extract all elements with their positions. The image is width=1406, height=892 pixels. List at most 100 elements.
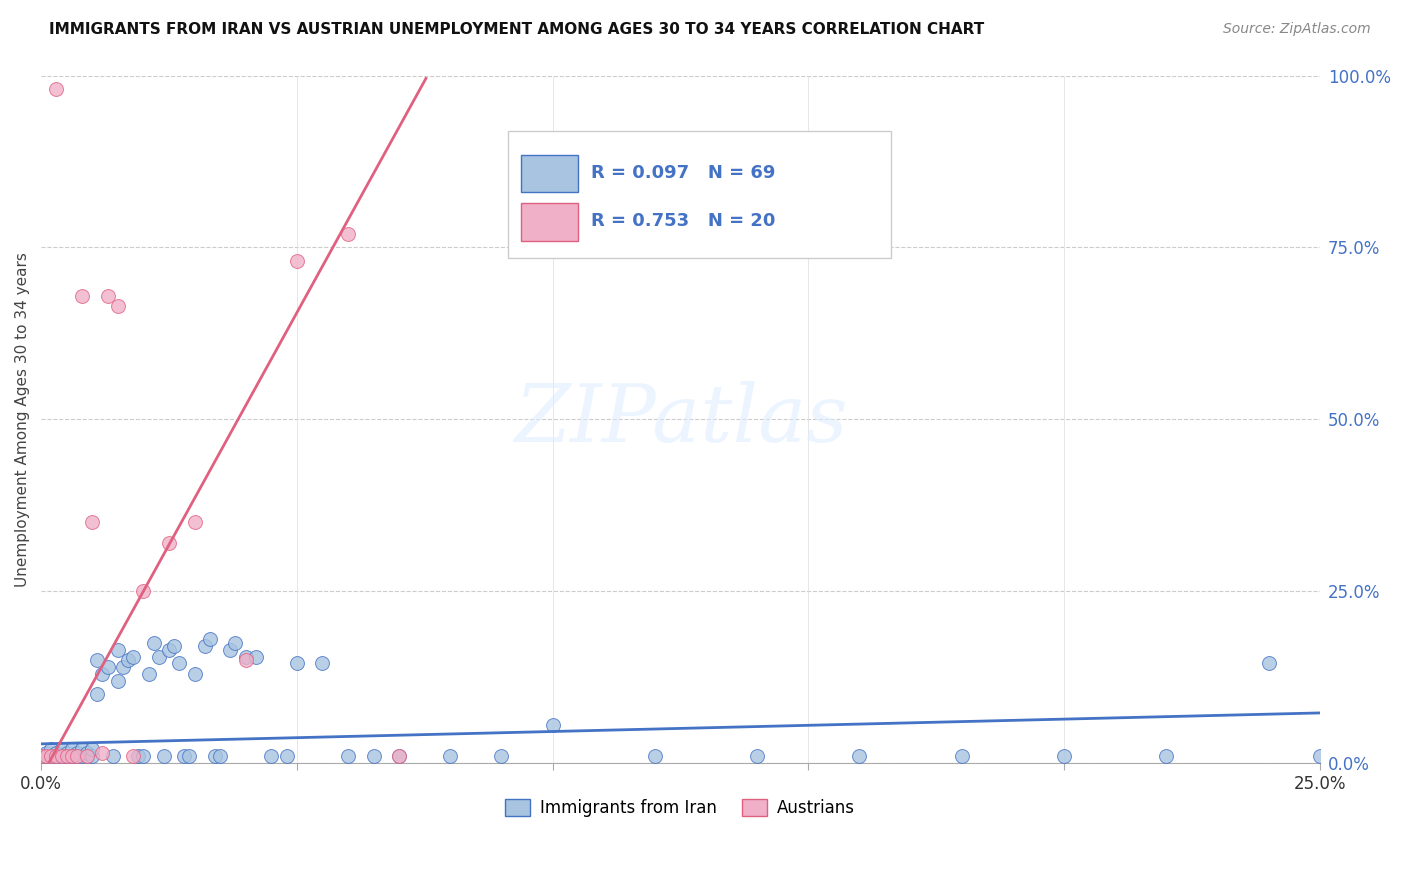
Point xyxy=(194,639,217,653)
Text: R = 0.097   N = 69: R = 0.097 N = 69 xyxy=(591,164,775,182)
Point xyxy=(153,749,176,764)
Point xyxy=(173,749,195,764)
Point xyxy=(91,666,114,681)
Point xyxy=(111,660,134,674)
FancyBboxPatch shape xyxy=(520,154,578,193)
Point xyxy=(51,749,73,764)
Point xyxy=(122,649,145,664)
Text: ZIPatlas: ZIPatlas xyxy=(513,381,848,458)
Point xyxy=(276,749,298,764)
Point xyxy=(30,749,52,764)
Point xyxy=(97,288,120,302)
Point xyxy=(45,82,67,96)
Point xyxy=(148,649,170,664)
Point xyxy=(60,742,83,756)
Point xyxy=(235,649,257,664)
Point xyxy=(60,749,83,764)
Point xyxy=(285,254,308,268)
Point xyxy=(950,749,973,764)
Point xyxy=(336,227,359,241)
Point xyxy=(167,657,190,671)
Point xyxy=(76,749,98,764)
Point xyxy=(204,749,226,764)
Point xyxy=(491,749,513,764)
Point xyxy=(41,749,63,764)
Point xyxy=(45,749,67,764)
Point xyxy=(35,749,58,764)
Point xyxy=(76,746,98,760)
Point xyxy=(60,749,83,764)
Text: IMMIGRANTS FROM IRAN VS AUSTRIAN UNEMPLOYMENT AMONG AGES 30 TO 34 YEARS CORRELAT: IMMIGRANTS FROM IRAN VS AUSTRIAN UNEMPLO… xyxy=(49,22,984,37)
Point xyxy=(97,660,120,674)
Point xyxy=(285,657,308,671)
Text: R = 0.753   N = 20: R = 0.753 N = 20 xyxy=(591,212,775,230)
Point xyxy=(132,749,155,764)
Point xyxy=(1154,749,1177,764)
Point xyxy=(157,642,180,657)
Point xyxy=(117,653,139,667)
Point xyxy=(82,742,104,756)
FancyBboxPatch shape xyxy=(508,130,891,258)
Y-axis label: Unemployment Among Ages 30 to 34 years: Unemployment Among Ages 30 to 34 years xyxy=(15,252,30,587)
Point xyxy=(163,639,186,653)
Point xyxy=(66,749,89,764)
Point xyxy=(183,516,205,530)
Point xyxy=(198,632,221,647)
Point xyxy=(127,749,149,764)
Point xyxy=(70,749,93,764)
Point xyxy=(51,742,73,756)
Point xyxy=(41,742,63,756)
Point xyxy=(132,584,155,599)
Point xyxy=(107,673,129,688)
Point xyxy=(363,749,385,764)
Point xyxy=(51,749,73,764)
Point xyxy=(45,749,67,764)
Point xyxy=(86,687,108,701)
Point xyxy=(388,749,411,764)
Point xyxy=(311,657,333,671)
Point xyxy=(138,666,160,681)
Point xyxy=(336,749,359,764)
Point xyxy=(388,749,411,764)
Point xyxy=(82,516,104,530)
Point xyxy=(70,288,93,302)
Point xyxy=(209,749,232,764)
Point xyxy=(30,749,52,764)
Point xyxy=(1053,749,1076,764)
Point xyxy=(179,749,201,764)
Point xyxy=(224,636,246,650)
Point xyxy=(439,749,461,764)
Point xyxy=(1257,657,1279,671)
Point xyxy=(541,718,564,732)
Point xyxy=(55,749,77,764)
Point xyxy=(1309,749,1331,764)
Point xyxy=(260,749,283,764)
Legend: Immigrants from Iran, Austrians: Immigrants from Iran, Austrians xyxy=(499,792,862,823)
Point xyxy=(142,636,165,650)
Point xyxy=(41,749,63,764)
Point xyxy=(745,749,768,764)
Point xyxy=(86,653,108,667)
Point xyxy=(644,749,666,764)
Point xyxy=(45,746,67,760)
Point xyxy=(35,746,58,760)
Point xyxy=(107,642,129,657)
Point xyxy=(122,749,145,764)
Text: Source: ZipAtlas.com: Source: ZipAtlas.com xyxy=(1223,22,1371,37)
Point xyxy=(55,749,77,764)
Point xyxy=(66,749,89,764)
Point xyxy=(219,642,242,657)
Point xyxy=(66,746,89,760)
Point xyxy=(55,746,77,760)
FancyBboxPatch shape xyxy=(520,202,578,241)
Point xyxy=(245,649,267,664)
Point xyxy=(70,742,93,756)
Point xyxy=(235,653,257,667)
Point xyxy=(35,749,58,764)
Point xyxy=(82,749,104,764)
Point xyxy=(183,666,205,681)
Point xyxy=(76,749,98,764)
Point xyxy=(91,746,114,760)
Point xyxy=(107,299,129,313)
Point xyxy=(157,536,180,550)
